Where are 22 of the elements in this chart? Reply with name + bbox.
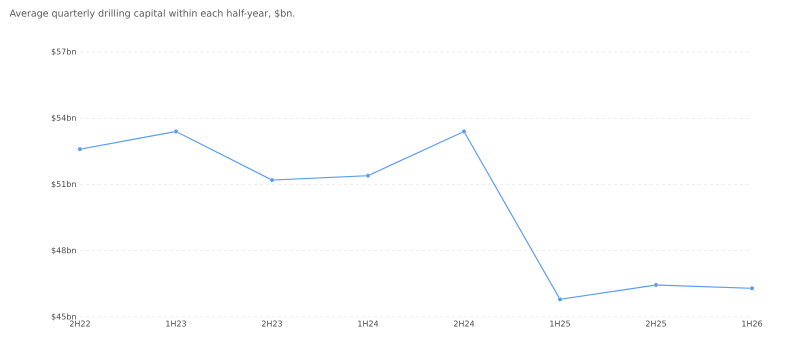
x-tick-label: 2H25 bbox=[646, 320, 666, 327]
x-tick-label: 2H23 bbox=[262, 320, 282, 327]
point bbox=[654, 282, 658, 288]
x-tick-label: 1H25 bbox=[550, 320, 570, 327]
point bbox=[462, 129, 466, 134]
x-tick-label: 2H22 bbox=[70, 320, 90, 326]
point bbox=[174, 129, 178, 134]
chart-title: Average quarterly drilling capital within each half-year, $bn. bbox=[10, 9, 294, 19]
point bbox=[366, 173, 370, 178]
x-tick-label: 1H23 bbox=[166, 320, 186, 327]
y-tick-label: $48bn bbox=[52, 247, 76, 254]
y-tick-label: $57bn bbox=[52, 48, 76, 56]
y-tick-label: $45bn bbox=[52, 313, 76, 321]
point bbox=[270, 178, 274, 182]
y-tick-label: $51bn bbox=[52, 180, 76, 188]
point bbox=[78, 146, 82, 152]
x-tick-label: 2H24 bbox=[454, 320, 474, 326]
x-tick-label: 1H24 bbox=[358, 320, 378, 326]
point bbox=[558, 296, 562, 302]
y-tick-label: $54bn bbox=[52, 114, 76, 122]
point bbox=[750, 286, 754, 291]
x-tick-label: 1H26 bbox=[742, 320, 762, 327]
